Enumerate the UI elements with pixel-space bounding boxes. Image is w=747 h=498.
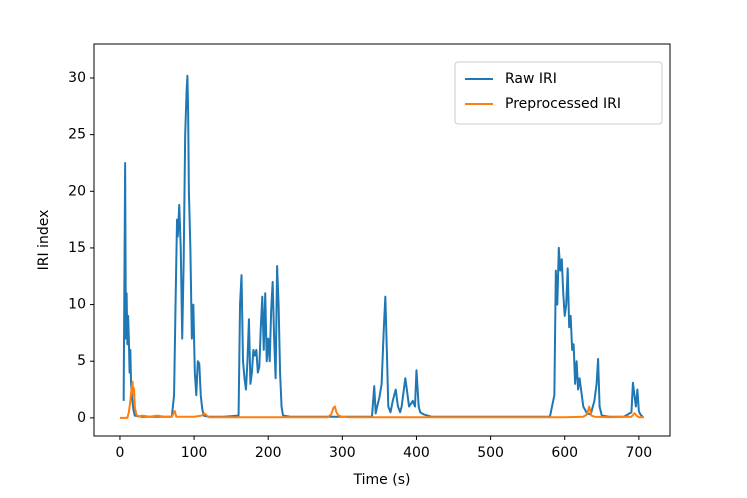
plot-frame (93, 43, 671, 437)
legend-label: Preprocessed IRI (505, 96, 621, 112)
y-tick-label: 30 (68, 70, 86, 86)
x-tick-label: 300 (329, 445, 356, 461)
y-tick-label: 15 (68, 240, 86, 256)
y-axis-label: IRI index (36, 210, 52, 271)
line-series (119, 380, 645, 419)
x-tick-label: 200 (255, 445, 282, 461)
x-tick-label: 0 (115, 445, 124, 461)
y-tick-label: 5 (77, 353, 86, 369)
x-axis-label: Time (s) (353, 472, 411, 488)
x-tick-label: 500 (477, 445, 504, 461)
x-tick-label: 400 (403, 445, 430, 461)
legend-box (454, 61, 663, 125)
y-tick-label: 10 (68, 297, 86, 313)
y-tick-label: 20 (68, 183, 86, 199)
x-tick-label: 700 (625, 445, 652, 461)
y-tick-label: 0 (77, 410, 86, 426)
y-tick-label: 25 (68, 127, 86, 143)
x-tick-label: 100 (181, 445, 208, 461)
line-series (122, 74, 644, 418)
x-tick-label: 600 (551, 445, 578, 461)
legend-label: Raw IRI (505, 71, 557, 87)
